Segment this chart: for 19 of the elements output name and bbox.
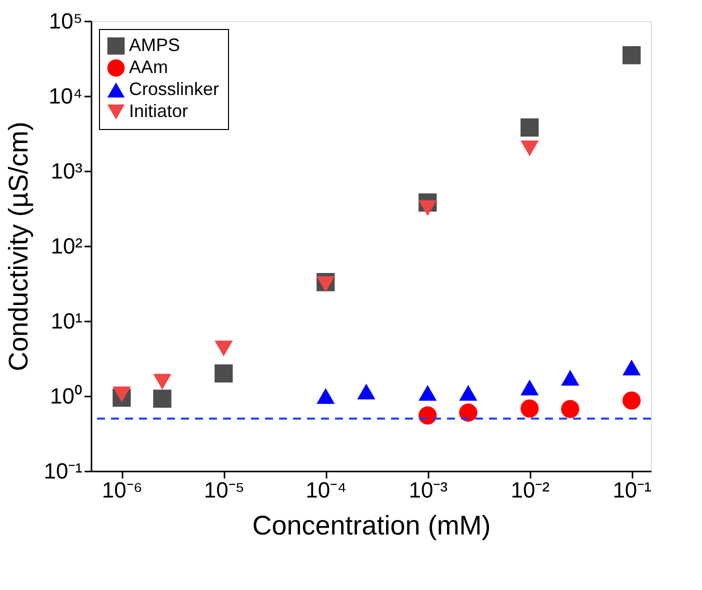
y-tick-label: 10⁻¹: [44, 458, 82, 484]
y-axis-title: Conductivity (µS/cm): [4, 122, 34, 372]
x-axis-title: Concentration (mM): [252, 510, 491, 540]
y-tick-label: 10⁵: [48, 8, 82, 34]
y-tick-label: 10¹: [50, 308, 82, 334]
y-tick-label: 10⁰: [50, 384, 82, 408]
x-tick-label: 10⁻³: [408, 478, 448, 502]
y-tick-label: 10⁴: [48, 84, 82, 108]
x-tick-label: 10⁻¹: [612, 478, 652, 502]
x-tick-label: 10⁻⁶: [102, 478, 142, 502]
x-tick-label: 10⁻⁴: [306, 478, 347, 502]
legend-label: AAm: [129, 57, 168, 77]
legend-label: AMPS: [129, 35, 180, 55]
x-tick-label: 10⁻²: [510, 478, 550, 502]
y-tick-label: 10²: [50, 234, 82, 258]
y-tick-label: 10³: [50, 158, 82, 184]
legend-label: Crosslinker: [129, 79, 220, 99]
x-tick-label: 10⁻⁵: [204, 478, 244, 502]
legend-label: Initiator: [129, 101, 188, 121]
